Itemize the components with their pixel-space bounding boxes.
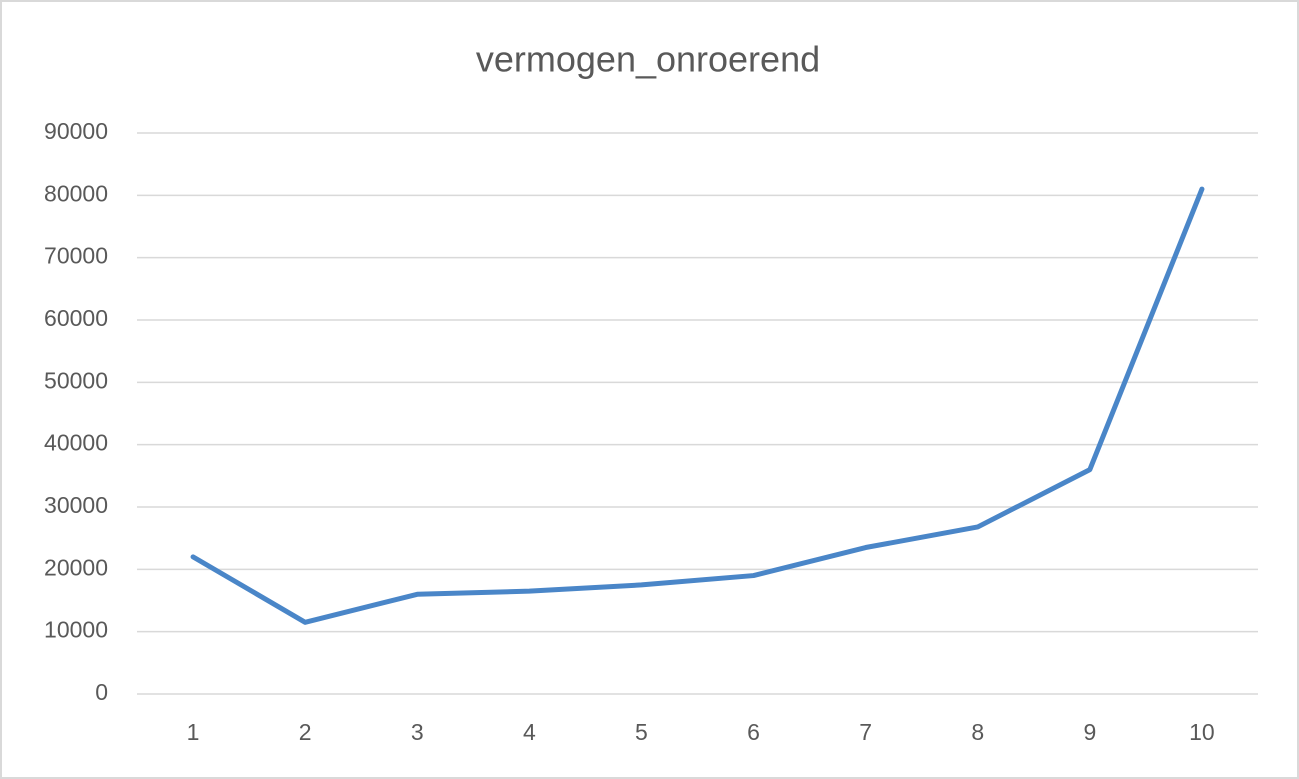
x-tick-label: 8 [971,719,984,745]
y-tick-label: 90000 [44,118,108,144]
y-tick-label: 10000 [44,617,108,643]
y-tick-label: 80000 [44,180,108,206]
data-line [190,186,1205,625]
y-tick-label: 70000 [44,243,108,269]
x-tick-label: 3 [411,719,424,745]
y-tick-label: 30000 [44,492,108,518]
y-tick-label: 50000 [44,367,108,393]
y-tick-label: 40000 [44,430,108,456]
y-tick-label: 0 [95,679,108,705]
y-tick-label: 20000 [44,554,108,580]
x-tick-label: 10 [1189,719,1215,745]
chart-title: vermogen_onroerend [476,39,820,80]
x-tick-label: 6 [747,719,760,745]
y-tick-label: 60000 [44,305,108,331]
x-tick-label: 5 [635,719,648,745]
x-tick-label: 2 [299,719,312,745]
x-tick-label: 9 [1083,719,1096,745]
x-tick-label: 1 [187,719,200,745]
x-tick-label: 4 [523,719,536,745]
x-tick-label: 7 [859,719,872,745]
